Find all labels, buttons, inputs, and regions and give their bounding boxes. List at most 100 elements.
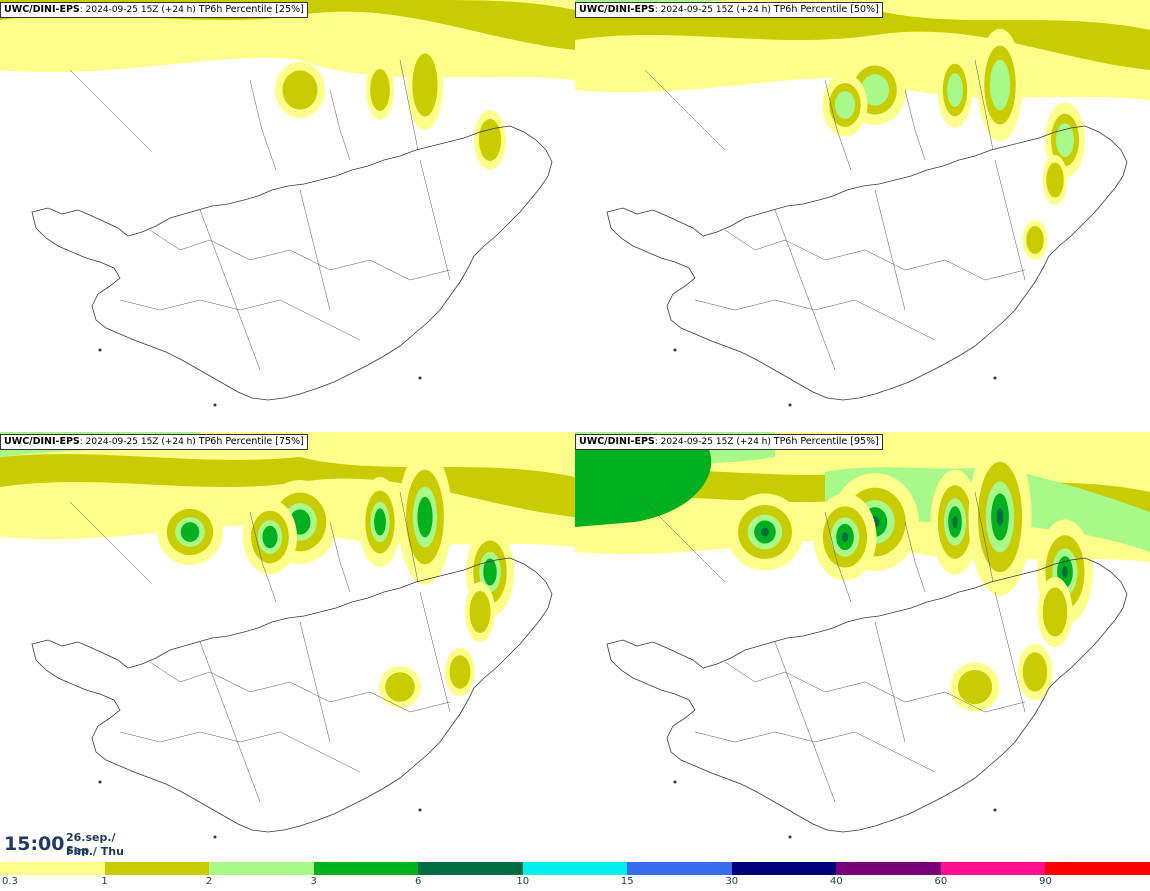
road-line xyxy=(994,591,1026,713)
legend-swatch xyxy=(836,862,941,875)
precip-cell xyxy=(1062,566,1068,578)
legend-swatch xyxy=(627,862,732,875)
road-line xyxy=(774,641,836,803)
precip-cell xyxy=(996,508,1004,526)
precip-cell xyxy=(370,69,390,111)
road-line xyxy=(249,511,277,603)
islet xyxy=(98,348,102,352)
field-name: TP6h Percentile xyxy=(198,4,276,15)
legend-swatch xyxy=(418,862,523,875)
panel-title-25: UWC/DINI-EPS: 2024-09-25 15Z (+24 h) TP6… xyxy=(0,2,308,18)
coastline xyxy=(31,125,553,401)
road-line xyxy=(724,661,1026,713)
road-line xyxy=(824,79,852,171)
panel-title-75: UWC/DINI-EPS: 2024-09-25 15Z (+24 h) TP6… xyxy=(0,434,308,450)
map-25 xyxy=(0,0,575,430)
map-75 xyxy=(0,432,575,862)
valid-time-box: 15:00 26.sep./ Sep Fim./ Thu xyxy=(0,827,140,861)
run-info: : 2024-09-25 15Z (+24 h) xyxy=(654,5,774,15)
precip-cell xyxy=(282,70,318,110)
road-line xyxy=(874,621,906,743)
legend-swatch xyxy=(731,862,837,875)
precip-cell xyxy=(1042,587,1068,637)
legend-swatch xyxy=(209,862,314,875)
coastline xyxy=(606,125,1128,401)
field-name: TP6h Percentile xyxy=(198,436,276,447)
field-name: TP6h Percentile xyxy=(773,436,851,447)
road-line xyxy=(724,229,1026,281)
legend-label: 10 xyxy=(516,876,530,887)
legend-label: 6 xyxy=(414,876,422,887)
map-95 xyxy=(575,432,1150,862)
precip-cell xyxy=(449,655,471,689)
islet xyxy=(213,403,217,407)
precip-cell xyxy=(1046,162,1064,198)
legend-label: 3 xyxy=(310,876,317,887)
precip-cell xyxy=(469,591,491,633)
legend-swatch xyxy=(940,862,1046,875)
panel-25: UWC/DINI-EPS: 2024-09-25 15Z (+24 h) TP6… xyxy=(0,0,575,430)
road-line xyxy=(199,641,261,803)
valid-time: 15:00 xyxy=(4,833,65,855)
islet xyxy=(418,376,422,380)
road-line xyxy=(69,501,151,583)
islet xyxy=(673,348,677,352)
coastline xyxy=(31,557,553,833)
road-line xyxy=(149,661,451,713)
run-info: : 2024-09-25 15Z (+24 h) xyxy=(79,437,199,447)
precip-band-olive xyxy=(575,7,1150,71)
percentile-label: [25%] xyxy=(275,4,304,15)
legend-label: 0.3 xyxy=(2,876,18,887)
precip-cell xyxy=(374,508,386,536)
legend-label: 30 xyxy=(725,876,739,887)
road-line xyxy=(119,299,361,341)
road-line xyxy=(69,69,151,151)
legend-swatch xyxy=(313,862,419,875)
islet xyxy=(98,780,102,784)
road-line xyxy=(824,511,852,603)
precip-cell xyxy=(483,558,497,586)
precip-cell xyxy=(1022,652,1048,692)
percentile-label: [50%] xyxy=(850,4,879,15)
road-line xyxy=(299,189,331,311)
road-line xyxy=(419,159,451,281)
islet xyxy=(673,780,677,784)
road-line xyxy=(399,59,419,151)
run-info: : 2024-09-25 15Z (+24 h) xyxy=(654,437,774,447)
legend-color-bar xyxy=(0,862,1150,875)
road-line xyxy=(644,501,726,583)
islet xyxy=(788,403,792,407)
legend-label: 15 xyxy=(620,876,634,887)
islet xyxy=(418,808,422,812)
road-line xyxy=(644,69,726,151)
islet xyxy=(788,835,792,839)
percentile-label: [95%] xyxy=(850,436,879,447)
precip-band-green xyxy=(575,442,712,527)
run-info: : 2024-09-25 15Z (+24 h) xyxy=(79,5,199,15)
road-line xyxy=(694,299,936,341)
precip-cell xyxy=(1056,123,1074,157)
valid-weekday: Fim./ Thu xyxy=(66,845,124,858)
islet xyxy=(213,835,217,839)
legend-label: 1 xyxy=(101,876,108,887)
legend-swatch xyxy=(0,862,105,875)
road-line xyxy=(694,731,936,773)
legend-label: 60 xyxy=(934,876,948,887)
legend-label: 40 xyxy=(829,876,843,887)
precip-cell xyxy=(957,669,993,705)
panel-95: UWC/DINI-EPS: 2024-09-25 15Z (+24 h) TP6… xyxy=(575,432,1150,862)
precip-cell xyxy=(385,672,415,702)
legend-swatch xyxy=(1045,862,1150,875)
precip-cell xyxy=(947,73,963,107)
road-line xyxy=(399,491,419,583)
legend-label: 2 xyxy=(205,876,213,887)
model-name: UWC/DINI-EPS xyxy=(4,436,80,447)
islet xyxy=(993,808,997,812)
precip-cell xyxy=(1026,226,1044,254)
precip-cell xyxy=(478,119,502,161)
legend-swatch xyxy=(104,862,210,875)
panel-title-50: UWC/DINI-EPS: 2024-09-25 15Z (+24 h) TP6… xyxy=(575,2,883,18)
road-line xyxy=(974,491,994,583)
road-line xyxy=(249,79,277,171)
road-line xyxy=(419,591,451,713)
